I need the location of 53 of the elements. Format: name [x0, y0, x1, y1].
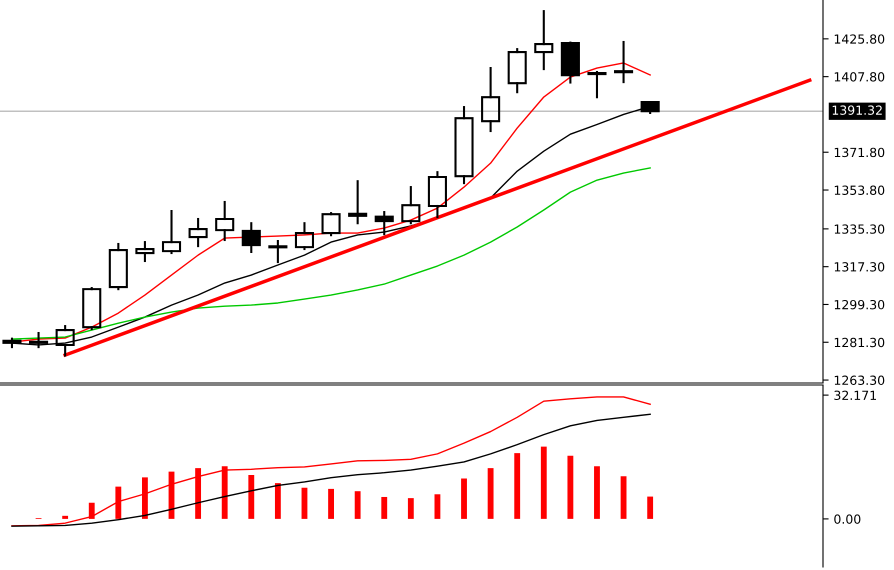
candlestick — [188, 218, 208, 248]
ref-line-label: 1391.32 — [832, 105, 882, 115]
bar — [381, 496, 388, 519]
candlestick — [401, 186, 420, 224]
bar — [195, 468, 202, 519]
candlestick — [560, 42, 580, 84]
y-tick-label: 1425.80 — [834, 34, 884, 44]
y-tick-label: 1371.80 — [834, 148, 884, 158]
bar — [540, 446, 547, 519]
y-tick-label: 1353.80 — [834, 186, 884, 195]
bar — [222, 466, 228, 519]
candlestick — [162, 210, 182, 254]
bar — [328, 488, 334, 519]
candlestick — [454, 106, 474, 184]
candlestick — [508, 48, 527, 94]
candlestick — [614, 40, 634, 84]
bar — [354, 491, 361, 519]
candlestick — [534, 10, 554, 70]
y-tick-label: 1281.30 — [834, 338, 884, 348]
bar — [248, 475, 254, 519]
y-tick-label: 32.171 — [834, 390, 876, 400]
candlestick — [481, 66, 500, 132]
bar — [620, 476, 626, 519]
bar — [115, 486, 122, 519]
candlestick — [348, 180, 368, 224]
candlestick — [215, 200, 234, 242]
bar — [302, 488, 308, 519]
candlestick — [108, 242, 128, 290]
bar — [461, 478, 467, 519]
y-tick-label: 1335.30 — [834, 224, 884, 234]
candlestick — [294, 222, 314, 250]
bar — [594, 466, 600, 519]
y-tick-label: 0.00 — [834, 514, 860, 524]
candlestick — [242, 222, 261, 254]
y-tick-label: 1299.30 — [834, 300, 884, 310]
candlestick — [428, 171, 447, 218]
bar — [567, 456, 574, 519]
bar — [142, 477, 148, 519]
y-tick-label: 1407.80 — [834, 72, 884, 82]
bar — [62, 516, 68, 519]
bar — [647, 496, 654, 519]
bar — [168, 472, 174, 519]
bar — [274, 483, 281, 519]
candlestick — [82, 287, 102, 330]
bar — [488, 468, 494, 519]
candlestick — [268, 240, 288, 264]
bar — [408, 498, 414, 519]
y-tick-label: 1263.30 — [834, 376, 884, 385]
y-tick-label: 1317.30 — [834, 262, 884, 272]
candlestick — [135, 241, 154, 262]
bar — [514, 453, 520, 519]
bar — [434, 494, 440, 519]
candlestick — [374, 211, 394, 236]
